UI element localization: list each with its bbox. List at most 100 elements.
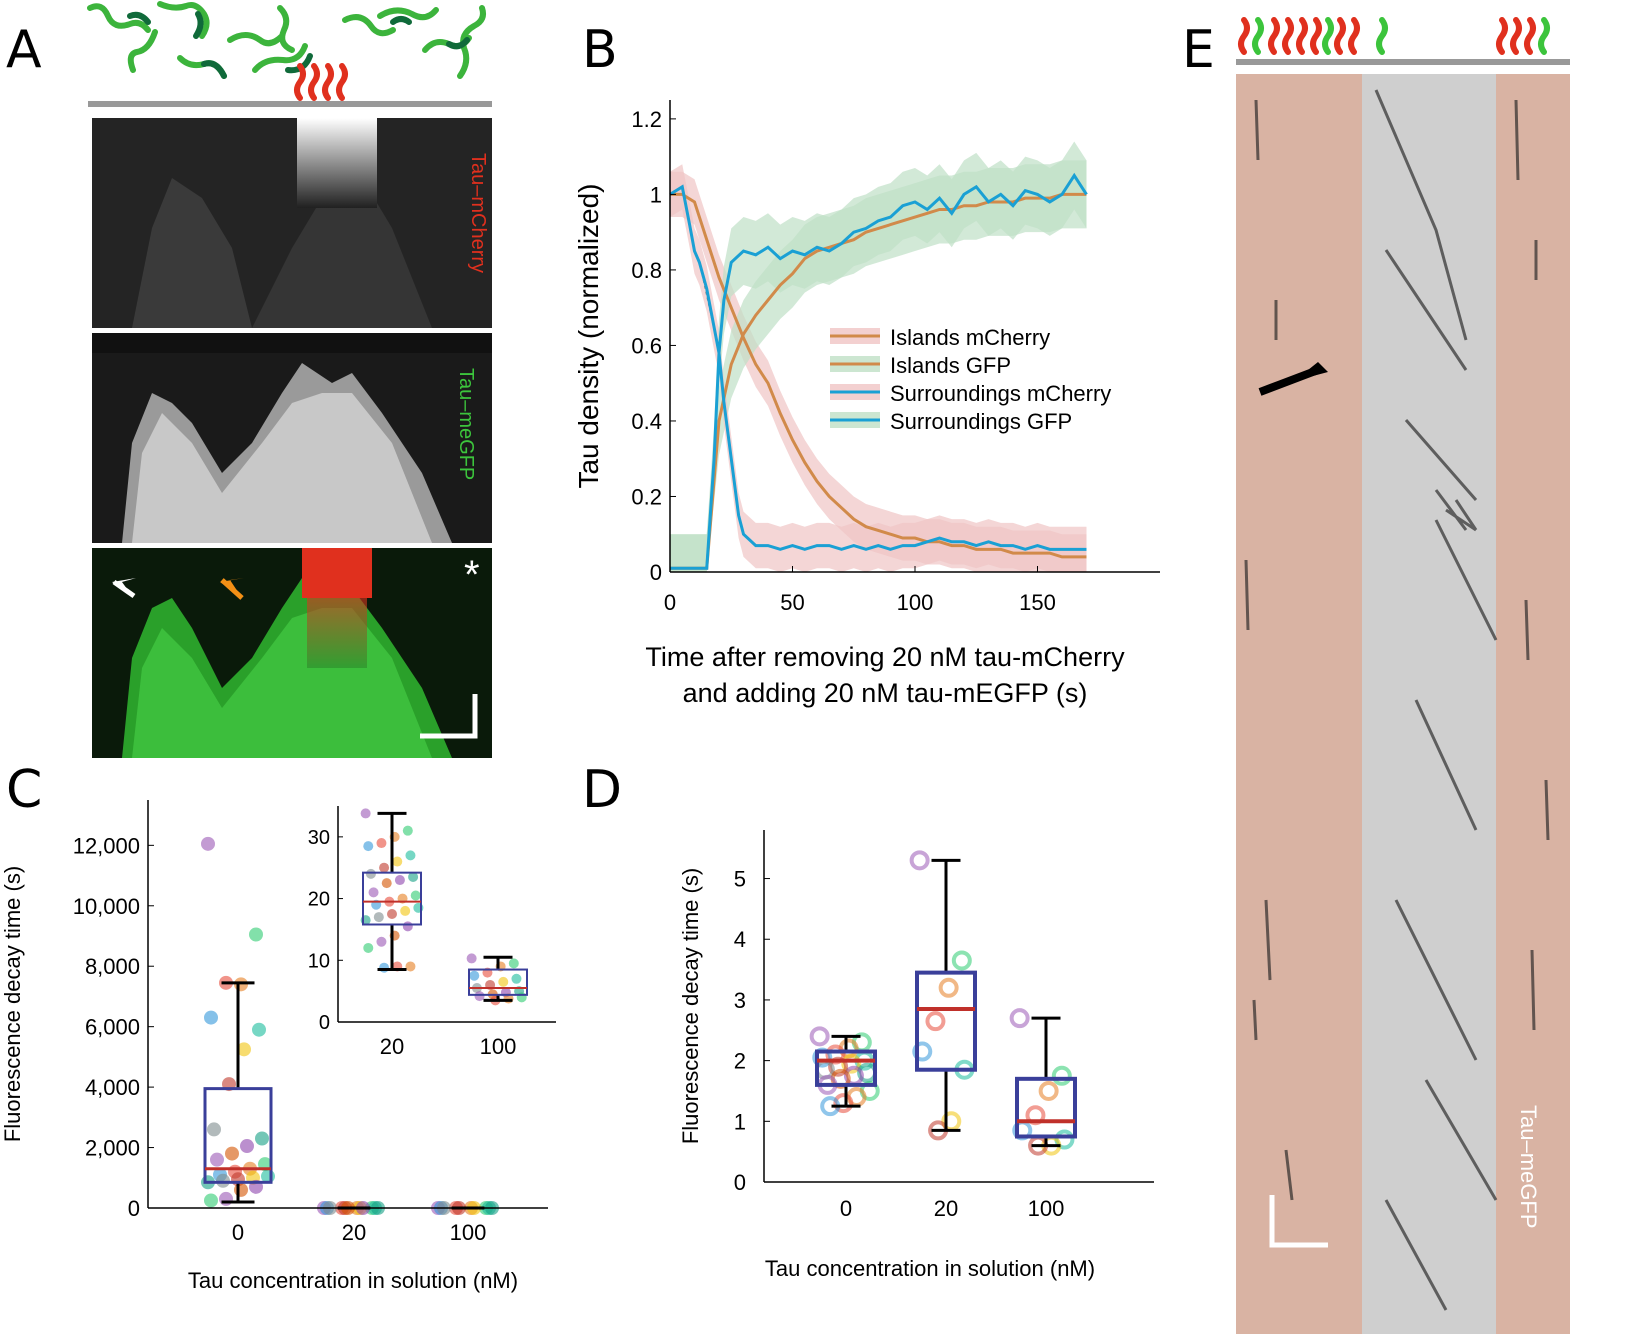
data-point: [225, 1146, 239, 1161]
chart-d-plot: 0 1 2 3 4 5 0 20 100 Fluorescence decay time (s) T…: [678, 830, 1154, 1281]
x-tick-label: 100: [1028, 1196, 1065, 1221]
data-point: [809, 1026, 830, 1047]
inset-y-tick-label: 0: [319, 1012, 330, 1034]
data-point: [379, 862, 390, 873]
inset-x-tick-label: 100: [480, 1034, 517, 1059]
kymograph-mcherry-label: Tau–mCherry: [467, 153, 489, 273]
tau-molecule-mcherry: [294, 63, 306, 101]
tau-molecule-gfp: [252, 43, 308, 73]
series-line-islands-mcherry: [670, 192, 1087, 559]
box: [468, 968, 528, 996]
panel-letter-b: B: [582, 20, 618, 80]
data-point: [841, 1053, 862, 1074]
legend-label: Surroundings mCherry: [890, 381, 1111, 406]
y-tick-label: 2: [734, 1049, 746, 1074]
data-point: [402, 921, 413, 932]
kymograph-merge: *: [92, 548, 492, 758]
tau-molecule-gfp: [457, 5, 486, 79]
data-point: [365, 868, 376, 879]
y-tick-label: 6,000: [85, 1015, 140, 1040]
data-point: [1009, 1008, 1030, 1029]
x-tick-label: 0: [664, 590, 676, 615]
x-tick-label: 150: [1019, 590, 1056, 615]
inset-y-tick-label: 20: [308, 889, 330, 911]
data-point: [252, 1022, 266, 1037]
data-point: [511, 973, 522, 984]
y-tick-label: 12,000: [73, 833, 140, 858]
panel-letter-d: D: [582, 760, 623, 820]
chart-d: 0 1 2 3 4 5 0 20 100 Fluorescence decay time (s) T…: [678, 830, 1154, 1281]
y-tick-label: 4: [734, 927, 746, 952]
tau-molecule-gfp: [277, 5, 295, 53]
y-tick-label: 4,000: [85, 1075, 140, 1100]
kymograph-gfp: Tau–meGFP: [92, 333, 492, 543]
box: [915, 970, 977, 1072]
y-tick-label: 0.4: [631, 409, 662, 434]
data-point: [405, 961, 416, 972]
data-point: [363, 942, 374, 953]
data-point: [234, 977, 248, 992]
x-tick-label: 20: [934, 1196, 958, 1221]
data-point: [410, 890, 421, 901]
inset-y-tick-label: 30: [308, 827, 330, 849]
y-tick-label: 0.2: [631, 484, 662, 509]
legend-label: Islands GFP: [890, 353, 1011, 378]
y-tick-label: 1: [650, 182, 662, 207]
data-point: [408, 871, 419, 882]
tau-molecule-gfp: [157, 1, 210, 39]
data-point: [234, 1182, 248, 1197]
kymograph-gfp-label: Tau–meGFP: [455, 368, 477, 480]
legend-label: Islands mCherry: [890, 325, 1050, 350]
tau-molecule-mcherry: [336, 63, 348, 101]
y-tick-label: 1.2: [631, 107, 662, 132]
data-point: [204, 1193, 218, 1208]
data-point: [376, 838, 387, 849]
panel-letter-e: E: [1182, 20, 1215, 80]
data-point: [508, 958, 519, 969]
data-point: [255, 1131, 269, 1146]
data-point: [469, 970, 480, 981]
data-point: [237, 1042, 251, 1057]
y-tick-label: 0: [128, 1196, 140, 1221]
y-tick-label: 0: [734, 1170, 746, 1195]
x-tick-label: 20: [342, 1220, 366, 1245]
x-tick-label: 100: [450, 1220, 487, 1245]
data-point: [210, 1152, 224, 1167]
data-point: [1051, 1065, 1072, 1086]
y-tick-label: 0.6: [631, 333, 662, 358]
data-point: [207, 1122, 221, 1137]
box: [815, 1049, 877, 1087]
data-point: [363, 841, 374, 852]
series-line-surroundings-gfp: [670, 172, 1088, 570]
data-point: [466, 953, 477, 964]
data-point: [498, 976, 509, 987]
x-tick-label: 50: [780, 590, 804, 615]
y-tick-label: 8,000: [85, 954, 140, 979]
x-axis-label-line1: Time after removing 20 nM tau-mCherry: [645, 642, 1125, 672]
band-surroundings-gfp: [670, 141, 1087, 572]
x-axis-label: Tau concentration in solution (nM): [765, 1256, 1095, 1281]
scale-bar: [420, 694, 478, 739]
legend: Islands mCherry Islands GFP Surroundings m…: [830, 325, 1111, 434]
y-axis-label: Tau density (normalized): [573, 183, 604, 488]
x-axis-label-line2: and adding 20 nM tau-mEGFP (s): [683, 678, 1088, 708]
box: [1015, 1076, 1077, 1139]
data-point: [249, 927, 263, 942]
tau-cluster-right: [1496, 17, 1536, 55]
data-point: [1038, 1080, 1059, 1101]
tau-cluster-left: [1238, 17, 1360, 55]
chart-b: 0 0.2 0.4 0.6 0.8 1 1.2 0 50 100 150 Tau density (n…: [573, 100, 1160, 708]
asterisk-marker: *: [464, 553, 480, 597]
data-point: [373, 912, 384, 923]
data-point: [951, 950, 972, 971]
data-point: [219, 1191, 233, 1206]
tau-molecule-gfp: [87, 3, 151, 33]
x-tick-label: 100: [897, 590, 934, 615]
data-point: [201, 836, 215, 851]
data-point: [204, 1010, 218, 1025]
data-point: [400, 905, 411, 916]
data-point: [402, 825, 413, 836]
tau-molecule-gfp: [342, 14, 396, 37]
